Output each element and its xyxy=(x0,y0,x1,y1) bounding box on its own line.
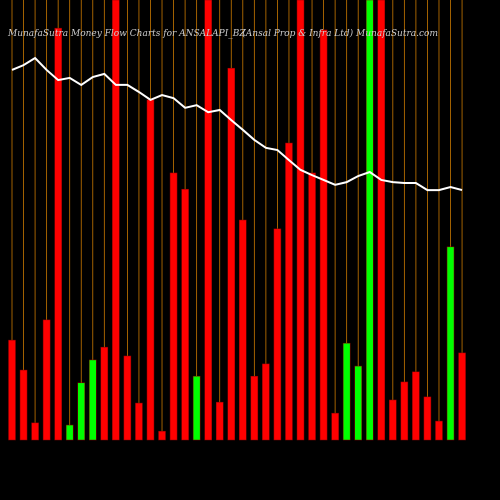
bar xyxy=(239,219,247,441)
bar xyxy=(65,424,74,441)
bar xyxy=(273,228,282,441)
bar xyxy=(285,142,293,441)
bar xyxy=(435,420,443,441)
bar xyxy=(19,369,28,441)
bar xyxy=(181,188,189,441)
bar xyxy=(204,0,212,441)
bar xyxy=(400,381,409,441)
bar xyxy=(192,375,201,441)
bar xyxy=(8,339,16,441)
bar xyxy=(146,99,155,441)
price-line xyxy=(11,56,463,192)
bar xyxy=(215,401,224,441)
chart-title: MunafaSutra Money Flow Charts for ANSALA… xyxy=(7,29,246,39)
bar xyxy=(100,346,109,441)
bar xyxy=(458,352,466,441)
bar xyxy=(89,359,97,441)
bar xyxy=(77,382,85,441)
bar xyxy=(31,422,39,441)
bar xyxy=(308,172,316,441)
bar xyxy=(112,0,120,441)
bar xyxy=(342,342,351,441)
bar xyxy=(54,27,62,441)
bar xyxy=(377,0,386,441)
bar xyxy=(135,402,143,441)
bar xyxy=(331,412,339,441)
bar xyxy=(169,172,178,441)
bar xyxy=(354,365,362,441)
bar xyxy=(446,246,455,441)
bar xyxy=(365,0,374,441)
bar xyxy=(158,430,166,441)
bar xyxy=(42,319,51,441)
bar xyxy=(389,399,397,441)
bar xyxy=(296,0,305,441)
bar xyxy=(412,371,420,441)
bar xyxy=(227,67,236,441)
chart-subtitle: (Ansal Prop & Infra Ltd) MunafaSutra.com xyxy=(242,28,438,39)
bar xyxy=(319,29,328,441)
bar xyxy=(123,355,132,441)
bar xyxy=(250,375,259,441)
bar xyxy=(423,396,432,441)
bar xyxy=(262,363,270,441)
